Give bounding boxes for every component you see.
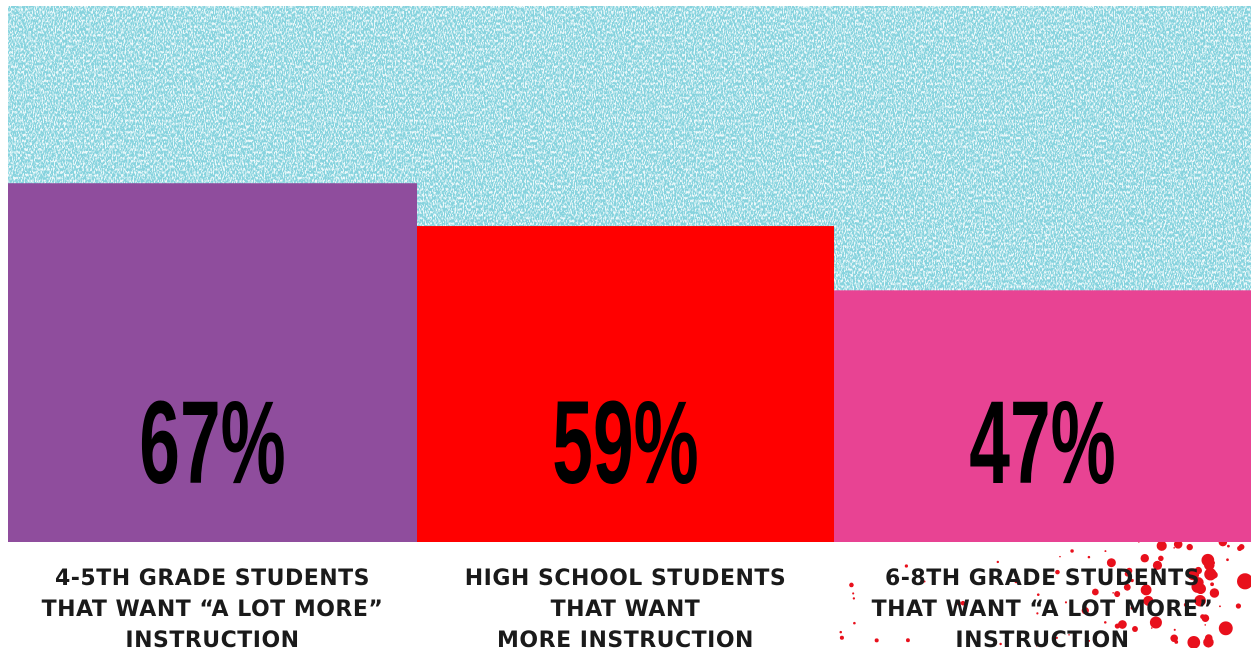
splatter-dot [1186, 543, 1193, 551]
splatter-dot [853, 621, 856, 625]
splatter-dot [1118, 620, 1127, 629]
splatter-dot [1218, 621, 1233, 636]
value-label-2: 59% [552, 376, 698, 508]
splatter-dot [1227, 544, 1230, 548]
splatter-dot [1112, 592, 1114, 594]
splatter-dot [1036, 612, 1039, 615]
splatter-dot [1193, 577, 1204, 588]
splatter-dot [852, 597, 856, 600]
splatter-dot [1114, 623, 1120, 629]
splatter-dot [1237, 545, 1243, 551]
category-line: THAT WANT [551, 597, 701, 622]
splatter-dot [1132, 626, 1138, 632]
splatter-dot [1106, 558, 1116, 568]
splatter-dot [1114, 591, 1121, 598]
splatter-dot [915, 603, 918, 606]
splatter-dot [1055, 636, 1058, 640]
splatter-dot [1055, 569, 1060, 575]
labels-group: 67% 4-5TH GRADE STUDENTS THAT WANT “A LOT … [42, 376, 1214, 648]
category-line: MORE INSTRUCTION [497, 628, 754, 648]
splatter-dot [1150, 627, 1153, 629]
splatter-dot [1226, 558, 1229, 562]
splatter-dot [1203, 637, 1214, 648]
splatter-dot [1088, 639, 1091, 642]
category-line: 6-8TH GRADE STUDENTS [885, 566, 1200, 591]
splatter-dot [1149, 616, 1162, 629]
splatter-dot [1123, 583, 1131, 591]
splatter-dot [1081, 607, 1089, 615]
splatter-dot [852, 592, 855, 595]
splatter-dot [1087, 555, 1091, 559]
category-line: 4-5TH GRADE STUDENTS [55, 566, 370, 591]
category-label-1: 4-5TH GRADE STUDENTS THAT WANT “A LOT MOR… [42, 566, 384, 648]
splatter-dot [906, 638, 910, 643]
splatter-dot [1235, 603, 1242, 609]
splatter-dot [1059, 555, 1061, 558]
splatter-dot [1140, 584, 1152, 596]
paint-splatter [839, 537, 1251, 648]
splatter-dot [1170, 634, 1178, 643]
splatter-dot [874, 638, 879, 643]
splatter-dot [1237, 573, 1251, 590]
category-label-2: HIGH SCHOOL STUDENTS THAT WANT MORE INSTRU… [465, 566, 786, 648]
splatter-dot [839, 635, 844, 640]
splatter-dot [1130, 606, 1135, 610]
splatter-dot [1210, 571, 1218, 579]
splatter-dot [923, 580, 926, 583]
splatter-dot [1201, 553, 1215, 567]
splatter-dot [996, 560, 1000, 564]
splatter-dot [1173, 547, 1175, 549]
splatter-dot [849, 582, 854, 588]
category-label-3: 6-8TH GRADE STUDENTS THAT WANT “A LOT MOR… [872, 566, 1214, 648]
splatter-dot [1064, 601, 1068, 604]
splatter-dot [1183, 602, 1188, 607]
splatter-dot [1204, 624, 1207, 626]
category-line: THAT WANT “A LOT MORE” [872, 597, 1214, 622]
splatter-dot [1143, 595, 1154, 606]
splatter-dot [960, 600, 966, 606]
splatter-dot [1156, 540, 1167, 551]
splatter-dot [956, 600, 961, 606]
splatter-dot [1209, 588, 1220, 598]
category-line: INSTRUCTION [125, 628, 299, 648]
splatter-dot [1168, 600, 1171, 604]
splatter-dot [1014, 579, 1018, 584]
splatter-dot [1126, 567, 1133, 574]
splatter-dot [1035, 645, 1038, 647]
splatter-dot [1158, 555, 1164, 562]
bar-1 [8, 183, 417, 542]
splatter-dot [1201, 614, 1210, 622]
splatter-dot [1036, 593, 1040, 596]
splatter-dot [1091, 588, 1099, 596]
bar-3 [834, 290, 1251, 542]
bar-2 [417, 226, 834, 542]
splatter-dot [1104, 621, 1107, 624]
splatter-dot [1152, 560, 1163, 570]
category-line: THAT WANT “A LOT MORE” [42, 597, 384, 622]
splatter-dot [1219, 605, 1221, 608]
value-label-3: 47% [969, 376, 1115, 508]
splatter-dot [1140, 554, 1149, 563]
splatter-dot [1210, 582, 1214, 587]
splatter-dot [1173, 628, 1176, 631]
splatter-dot [1187, 568, 1200, 581]
category-line: INSTRUCTION [955, 628, 1129, 648]
splatter-dot [1194, 594, 1206, 607]
splatter-dot [1068, 633, 1070, 636]
splatter-dot [904, 564, 908, 568]
splatter-dot [1104, 550, 1107, 553]
splatter-dot [999, 642, 1002, 646]
category-line: HIGH SCHOOL STUDENTS [465, 566, 786, 591]
splatter-dot [1187, 635, 1201, 648]
splatter-dot [1130, 578, 1134, 583]
bars-group [8, 183, 1251, 542]
splatter-dot [1173, 540, 1183, 549]
splatter-dot [839, 630, 842, 634]
value-label-1: 67% [139, 376, 285, 508]
splatter-dot [1070, 549, 1074, 553]
